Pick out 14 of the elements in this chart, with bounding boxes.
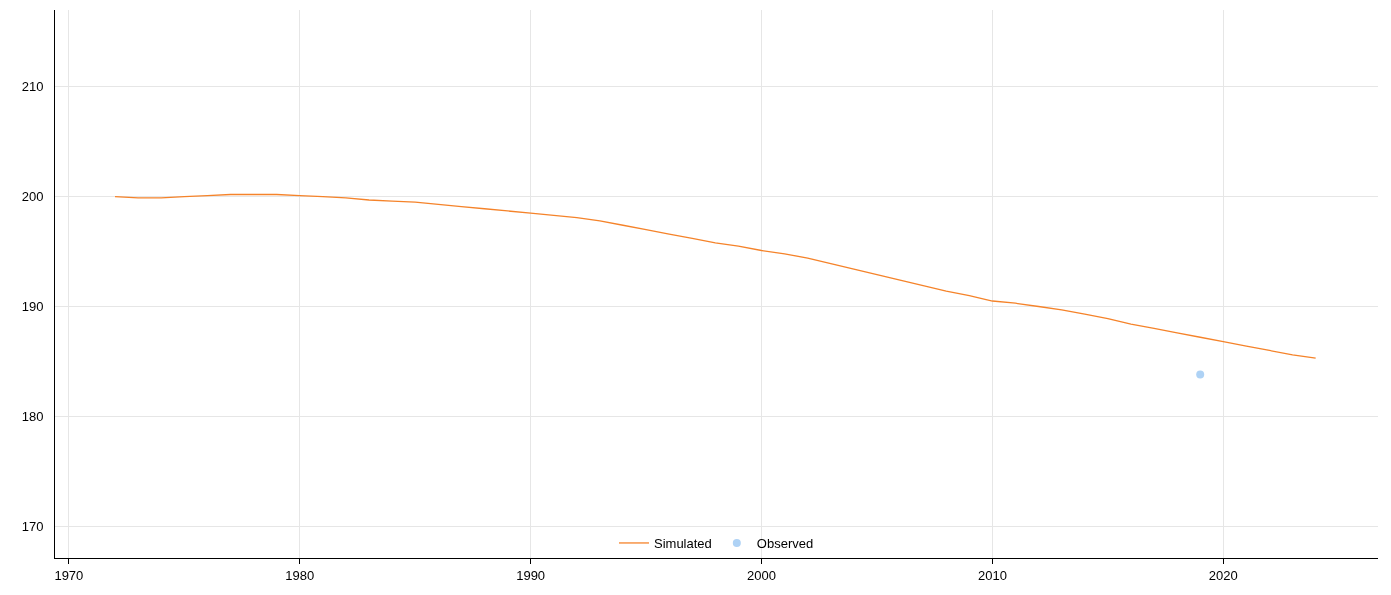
y-tick-label: 180 [21, 408, 44, 424]
x-tick-label: 2020 [1208, 567, 1238, 583]
x-tick-label: 2000 [747, 567, 776, 583]
x-tick-label: 1970 [54, 567, 84, 583]
y-tick-label: 170 [21, 518, 44, 534]
y-tick-label: 190 [21, 299, 44, 315]
legend-label: Observed [756, 536, 814, 552]
y-tick-label: 210 [21, 79, 44, 95]
y-tick-label: 200 [21, 189, 44, 205]
x-tick-label: 2010 [977, 567, 1007, 583]
line-series [114, 193, 1317, 359]
x-tick-label: 1990 [516, 567, 546, 583]
legend-label: Simulated [654, 536, 712, 552]
x-tick-label: 1980 [285, 567, 315, 583]
